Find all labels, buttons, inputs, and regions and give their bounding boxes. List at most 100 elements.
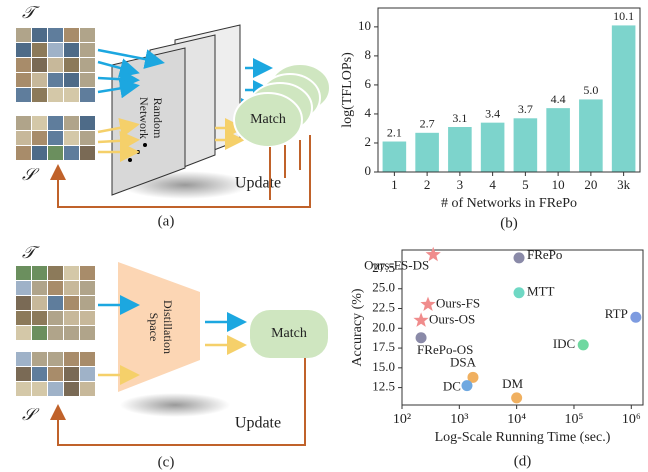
y-tick-label: 8 — [365, 47, 372, 62]
thumbnail — [64, 311, 79, 325]
thumbnail — [32, 116, 47, 130]
thumbnail — [32, 326, 47, 340]
y-tick-label: 12.5 — [372, 379, 395, 394]
thumbnail — [80, 281, 95, 295]
diagram-c: 𝒯 𝒮 DistillationSpace Match Update (c) — [16, 243, 328, 471]
figure: 𝒯 𝒮 RandomNetwork Match Update (a) 𝒯 𝒮 D… — [0, 0, 648, 472]
match-label: Match — [271, 326, 307, 341]
thumbnail — [16, 73, 31, 87]
x-tick-label: 10⁴ — [507, 412, 526, 427]
bar — [448, 127, 472, 172]
thumbnail — [32, 28, 47, 42]
thumbnail — [16, 352, 31, 366]
thumbnail — [80, 146, 95, 160]
bar — [481, 123, 505, 172]
match-clouds — [234, 64, 330, 147]
y-tick-label: 22.5 — [372, 300, 395, 315]
update-label: Update — [235, 175, 281, 192]
thumbnail — [48, 88, 63, 102]
y-axis-label: Accuracy (%) — [350, 288, 365, 366]
x-axis-label: # of Networks in FRePo — [441, 196, 577, 211]
thumbnail — [64, 131, 79, 145]
network-label: RandomNetwork — [137, 97, 165, 139]
network-label-line: Random — [151, 98, 165, 139]
value-label: 3.4 — [485, 106, 500, 120]
point — [514, 287, 525, 298]
thumbnail — [16, 43, 31, 57]
value-label: 2.1 — [387, 125, 402, 139]
thumbnail — [16, 326, 31, 340]
y-tick-label: 6 — [365, 76, 372, 91]
thumbnail — [32, 296, 47, 310]
point-label: Ours-FS — [436, 296, 480, 311]
bar — [612, 25, 636, 172]
thumbnail — [16, 131, 31, 145]
thumbnail — [80, 326, 95, 340]
thumbnail — [48, 281, 63, 295]
image-grid — [16, 266, 95, 340]
thumbnail — [48, 43, 63, 57]
thumbnail — [64, 58, 79, 72]
image-grid — [16, 352, 95, 396]
thumbnail — [48, 131, 63, 145]
thumbnail — [80, 58, 95, 72]
thumbnail — [80, 266, 95, 280]
space-label-line: Distillation — [161, 300, 175, 354]
thumbnail — [48, 73, 63, 87]
thumbnail — [80, 131, 95, 145]
point-label: Ours-FS-DS — [364, 258, 429, 273]
point-label: DM — [502, 376, 523, 391]
x-tick-label: 10⁵ — [565, 412, 584, 427]
thumbnail — [80, 352, 95, 366]
thumbnail — [32, 352, 47, 366]
match-label: Match — [250, 112, 286, 127]
thumbnail — [64, 367, 79, 381]
x-tick-label: 1 — [391, 177, 398, 192]
image-grid — [16, 28, 95, 102]
thumbnail — [80, 28, 95, 42]
x-tick-label: 3k — [617, 177, 631, 192]
thumbnail — [64, 116, 79, 130]
update-label: Update — [235, 415, 281, 432]
y-tick-label: 15.0 — [372, 359, 395, 374]
charts: 02468102.112.723.133.443.754.4105.02010.… — [340, 8, 643, 469]
thumbnail — [32, 311, 47, 325]
value-label: 10.1 — [613, 9, 634, 23]
thumbnail — [32, 382, 47, 396]
dot — [143, 143, 147, 147]
thumbnail — [64, 281, 79, 295]
thumbnail — [32, 73, 47, 87]
thumbnail — [64, 352, 79, 366]
x-tick-label: 2 — [424, 177, 431, 192]
y-tick-label: 20.0 — [372, 319, 395, 334]
x-tick-label: 5 — [522, 177, 529, 192]
thumbnail — [80, 382, 95, 396]
thumbnail — [48, 352, 63, 366]
caption: (c) — [158, 454, 175, 470]
thumbnail — [16, 281, 31, 295]
thumbnail — [80, 367, 95, 381]
thumbnail — [32, 146, 47, 160]
thumbnail — [16, 116, 31, 130]
thumbnail — [16, 266, 31, 280]
x-tick-label: 10 — [552, 177, 565, 192]
thumbnail — [32, 266, 47, 280]
thumbnail — [64, 266, 79, 280]
set-s-label: 𝒮 — [22, 405, 40, 424]
diagram-a: 𝒯 𝒮 RandomNetwork Match Update (a) — [16, 3, 330, 230]
thumbnail — [80, 311, 95, 325]
thumbnail — [64, 28, 79, 42]
thumbnail — [48, 367, 63, 381]
thumbnail — [48, 146, 63, 160]
y-tick-label: 0 — [365, 163, 372, 178]
y-axis-label: log(TFLOPs) — [340, 52, 355, 128]
thumbnail — [48, 326, 63, 340]
thumbnail — [80, 43, 95, 57]
network-label-line: Network — [137, 97, 151, 139]
point — [630, 312, 641, 323]
x-tick-label: 10² — [393, 412, 411, 427]
thumbnail — [64, 296, 79, 310]
value-label: 3.7 — [518, 102, 533, 116]
set-t-label: 𝒯 — [22, 243, 40, 262]
thumbnail — [64, 88, 79, 102]
